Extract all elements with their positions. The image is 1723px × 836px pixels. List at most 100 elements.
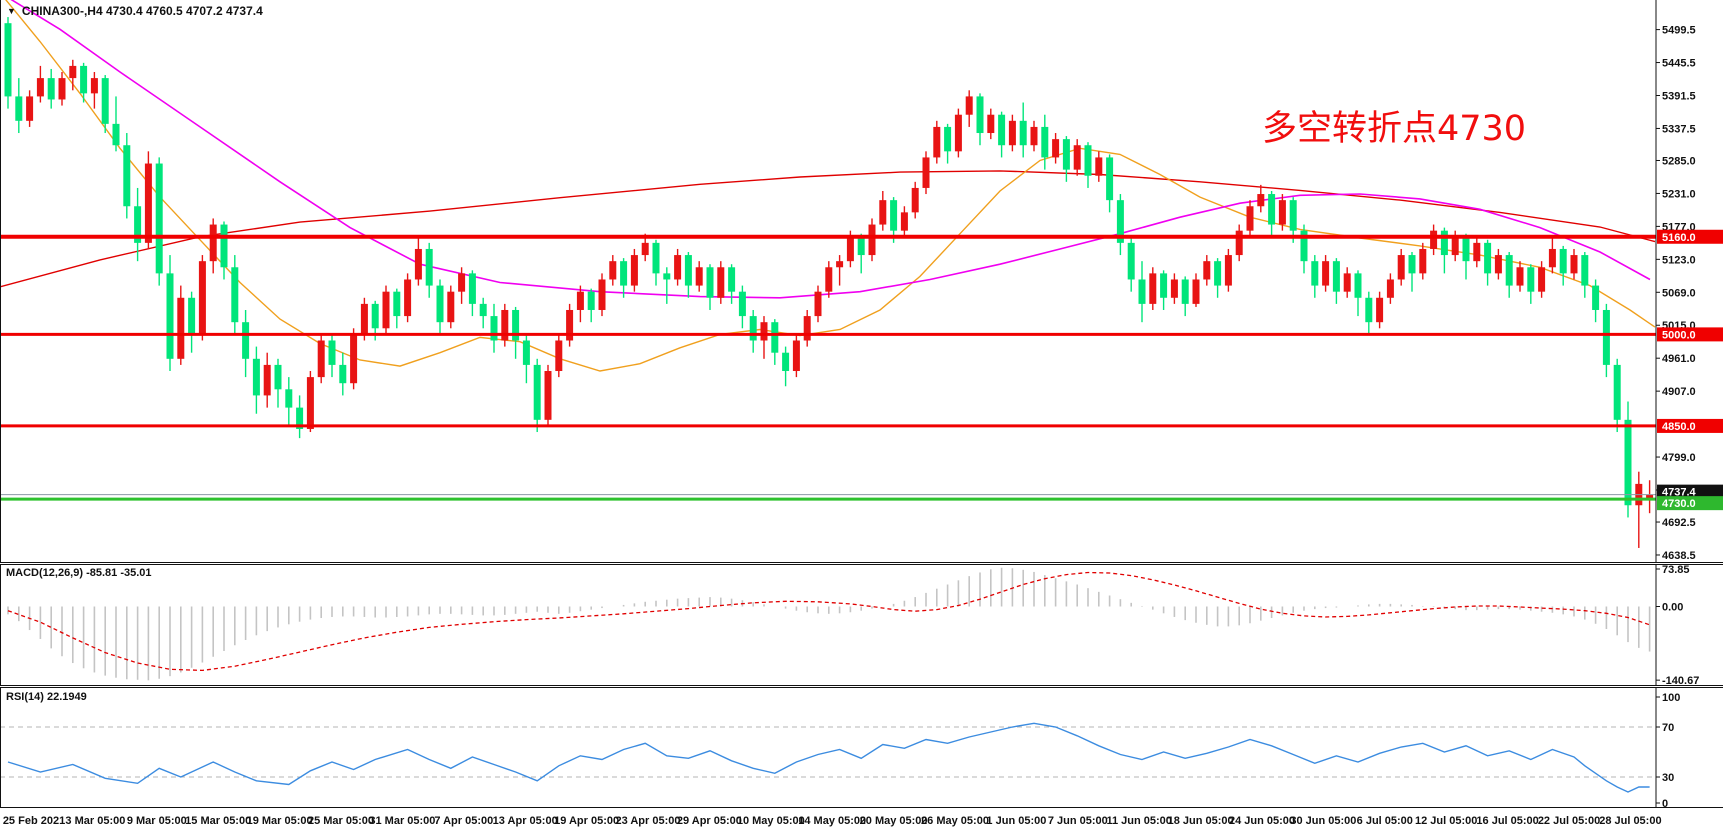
candle-body <box>890 200 898 231</box>
candle-body <box>1624 419 1632 506</box>
candle-body <box>458 273 466 292</box>
x-axis-label: 22 Jul 05:00 <box>1537 815 1601 827</box>
chevron-down-icon[interactable]: ▼ <box>7 6 16 16</box>
candle-body <box>652 242 660 274</box>
candle-body <box>1246 206 1254 231</box>
candle-body <box>965 96 973 115</box>
candle-body <box>814 291 822 317</box>
candle-body <box>1073 145 1081 170</box>
x-axis-label: 3 Mar 05:00 <box>65 815 126 827</box>
candle-body <box>1473 242 1481 262</box>
candle-body <box>90 78 98 94</box>
price-chart-canvas[interactable]: 5499.55445.55391.55337.55285.05231.05177… <box>0 0 1723 563</box>
candle-body <box>177 297 185 359</box>
candle-body <box>944 126 952 152</box>
candle-body <box>706 267 714 298</box>
candle-body <box>900 212 908 231</box>
candle-body <box>1224 255 1232 286</box>
candle-body <box>544 371 552 420</box>
candle-body <box>1019 120 1027 146</box>
x-axis-label: 15 Mar 05:00 <box>185 815 252 827</box>
candle-body <box>641 242 649 256</box>
candle-body <box>1516 267 1524 286</box>
candle-body <box>576 291 584 310</box>
candle-body <box>198 261 206 335</box>
x-axis-label: 19 Mar 05:00 <box>246 815 313 827</box>
y-tick-label: 4692.5 <box>1662 517 1696 529</box>
rsi-line <box>7 722 1650 793</box>
price-badge-label: 4850.0 <box>1662 421 1696 433</box>
candle-body <box>1570 255 1578 274</box>
candle-body <box>47 78 55 100</box>
candle-body <box>1214 261 1222 286</box>
candle-body <box>1408 255 1416 274</box>
candle-body <box>285 389 293 408</box>
macd-label: MACD(12,26,9) -85.81 -35.01 <box>6 567 152 579</box>
candle-body <box>1451 236 1459 256</box>
candle-body <box>1397 255 1405 280</box>
candle-body <box>782 352 790 372</box>
candle-body <box>1300 230 1308 262</box>
candle-body <box>1008 120 1016 146</box>
y-tick-label: 5391.5 <box>1662 90 1696 102</box>
candle-body <box>1041 126 1049 158</box>
candle-body <box>1343 273 1351 292</box>
candle-body <box>771 322 779 353</box>
x-axis-label: 7 Jun 05:00 <box>1047 815 1108 827</box>
annotation-text: 多空转折点4730 <box>1262 109 1527 149</box>
macd-bg <box>0 564 1723 686</box>
candle-body <box>1354 273 1362 298</box>
candle-body <box>252 358 260 396</box>
x-axis-label: 29 Apr 05:00 <box>676 815 742 827</box>
y-tick-label: 4799.0 <box>1662 452 1696 464</box>
candle-body <box>339 364 347 384</box>
price-badge <box>1657 418 1723 433</box>
candle-body <box>630 255 638 286</box>
candle-body <box>36 78 44 97</box>
x-axis-label: 7 Apr 05:00 <box>434 815 494 827</box>
x-axis-label: 10 May 05:00 <box>736 815 805 827</box>
x-axis-label: 30 Jun 05:00 <box>1290 815 1357 827</box>
candle-body <box>393 291 401 317</box>
candle-body <box>274 364 282 390</box>
macd-tick-label: 0.00 <box>1662 602 1683 614</box>
candle-body <box>620 261 628 286</box>
candle-body <box>1030 126 1038 146</box>
candle-body <box>1192 279 1200 304</box>
rsi-tick-label: 100 <box>1662 692 1680 704</box>
candlestick-series <box>4 17 1654 548</box>
rsi-panel-canvas[interactable]: 100 70 30 0 <box>0 687 1723 808</box>
candle-body <box>166 273 174 359</box>
candle-body <box>69 65 77 79</box>
candle-body <box>1419 248 1427 274</box>
candle-body <box>1332 261 1340 292</box>
price-badge-label: 5160.0 <box>1662 232 1696 244</box>
candle-body <box>846 236 854 262</box>
candle-body <box>587 291 595 310</box>
candle-body <box>803 316 811 341</box>
candle-body <box>1084 145 1092 176</box>
macd-panel-canvas[interactable]: 73.85 0.00 -140.67 <box>0 564 1723 686</box>
candle-body <box>749 316 757 341</box>
y-tick-label: 4907.0 <box>1662 386 1696 398</box>
candle-body <box>1646 494 1654 500</box>
candle-body <box>468 273 476 304</box>
x-axis-label: 12 Jul 05:00 <box>1415 815 1478 827</box>
candle-body <box>1278 200 1286 225</box>
time-axis[interactable]: 25 Feb 2021 3 Mar 05:00 9 Mar 05:00 15 Mar … <box>0 808 1723 836</box>
candle-body <box>1116 200 1124 243</box>
candle-body <box>1376 297 1384 323</box>
price-badge <box>1657 327 1723 342</box>
x-axis-label: 1 Jun 05:00 <box>986 815 1047 827</box>
candle-body <box>58 78 66 100</box>
candle-body <box>317 340 325 378</box>
x-axis-label: 26 May 05:00 <box>921 815 989 827</box>
x-axis-label: 23 Apr 05:00 <box>615 815 681 827</box>
candle-body <box>1322 261 1330 286</box>
x-axis-label: 19 Apr 05:00 <box>554 815 620 827</box>
x-axis-label: 31 Mar 05:00 <box>369 815 436 827</box>
candle-body <box>1127 242 1135 280</box>
candle-body <box>1160 273 1168 298</box>
candle-body <box>15 96 23 121</box>
rsi-label: RSI(14) 22.1949 <box>6 691 87 703</box>
